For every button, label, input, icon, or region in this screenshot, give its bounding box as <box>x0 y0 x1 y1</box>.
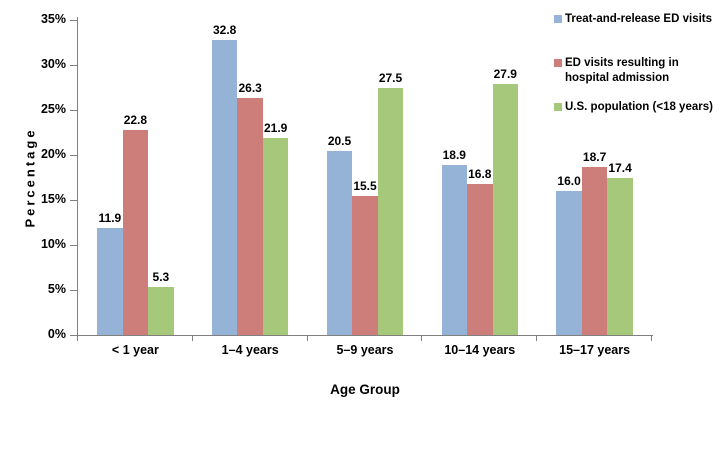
x-tick <box>306 335 308 341</box>
bar-value-label: 18.7 <box>582 149 607 164</box>
bar-value-label: 17.4 <box>608 161 632 176</box>
bar-series1-cat5 <box>556 191 582 335</box>
bar-value-label: 11.9 <box>98 210 122 225</box>
legend: Treat-and-release ED visits ED visits res… <box>554 0 722 130</box>
y-axis-line <box>77 17 78 336</box>
x-category-label: 1–4 years <box>221 343 279 357</box>
x-category-label: 10–14 years <box>444 343 516 357</box>
bar-series3-cat3 <box>377 87 404 335</box>
y-tick-label: 20% <box>40 147 66 161</box>
bar-series3-cat1 <box>148 287 174 335</box>
x-tick <box>536 335 538 341</box>
bar-series3-cat2 <box>262 137 289 335</box>
bar-value-label: 22.8 <box>123 112 148 127</box>
y-tick-label: 35% <box>40 12 66 26</box>
bar-series2-cat5 <box>581 166 608 335</box>
y-tick-label: 30% <box>40 57 66 71</box>
bar-series2-cat1 <box>122 129 149 335</box>
legend-label: ED visits resulting in hospital admissio… <box>565 57 679 84</box>
bar-series1-cat4 <box>441 164 468 335</box>
y-tick <box>70 335 77 336</box>
bar-value-label: 26.3 <box>238 81 262 96</box>
y-tick-label: 15% <box>40 192 66 206</box>
y-tick <box>70 245 77 246</box>
bar-series2-cat4 <box>467 183 493 335</box>
y-tick <box>70 65 77 66</box>
bar-series2-cat3 <box>352 195 378 335</box>
x-axis-title: Age Group <box>330 382 400 397</box>
bar-value-label: 18.9 <box>442 147 466 162</box>
legend-swatch-icon <box>554 15 562 23</box>
bar-series1-cat1 <box>97 227 123 335</box>
bar-value-label: 27.9 <box>493 66 517 81</box>
x-category-label: < 1 year <box>111 343 159 357</box>
y-tick-label: 5% <box>47 282 66 296</box>
x-tick <box>651 335 652 341</box>
legend-entry: Treat-and-release ED visits <box>554 12 722 27</box>
bar-series1-cat2 <box>211 39 238 335</box>
y-tick <box>70 290 77 291</box>
bar-value-label: 5.3 <box>152 270 170 285</box>
bar-value-label: 32.8 <box>213 22 237 37</box>
bar-value-label: 16.0 <box>557 174 581 188</box>
bar-value-label: 20.5 <box>327 133 352 148</box>
bar-value-label: 16.8 <box>468 166 492 181</box>
bar-series3-cat4 <box>492 83 519 335</box>
bar-value-label: 27.5 <box>378 70 403 85</box>
legend-swatch-icon <box>554 103 562 111</box>
x-category-label: 5–9 years <box>336 343 394 357</box>
legend-swatch-icon <box>554 59 562 67</box>
y-tick-label: 25% <box>40 102 66 116</box>
bar-series3-cat5 <box>607 178 633 335</box>
bar-series2-cat2 <box>237 98 263 335</box>
bar-value-label: 21.9 <box>264 120 288 135</box>
x-tick <box>77 335 78 341</box>
x-tick <box>421 335 423 341</box>
legend-label: U.S. population (<18 years) <box>565 101 713 113</box>
y-tick-label: 0% <box>47 327 66 341</box>
legend-entry: ED visits resulting in hospital admissio… <box>554 56 722 86</box>
y-tick <box>70 110 77 111</box>
x-axis-line <box>77 335 653 336</box>
y-tick <box>70 200 77 201</box>
bar-value-label: 15.5 <box>353 178 377 193</box>
x-category-label: 15–17 years <box>559 343 631 357</box>
legend-label: Treat-and-release ED visits <box>565 13 713 25</box>
legend-entry: U.S. population (<18 years) <box>554 100 722 115</box>
y-tick <box>70 155 77 156</box>
y-tick <box>70 20 77 21</box>
y-tick-label: 10% <box>40 237 66 251</box>
x-tick <box>191 335 193 341</box>
bar-series1-cat3 <box>326 150 353 335</box>
